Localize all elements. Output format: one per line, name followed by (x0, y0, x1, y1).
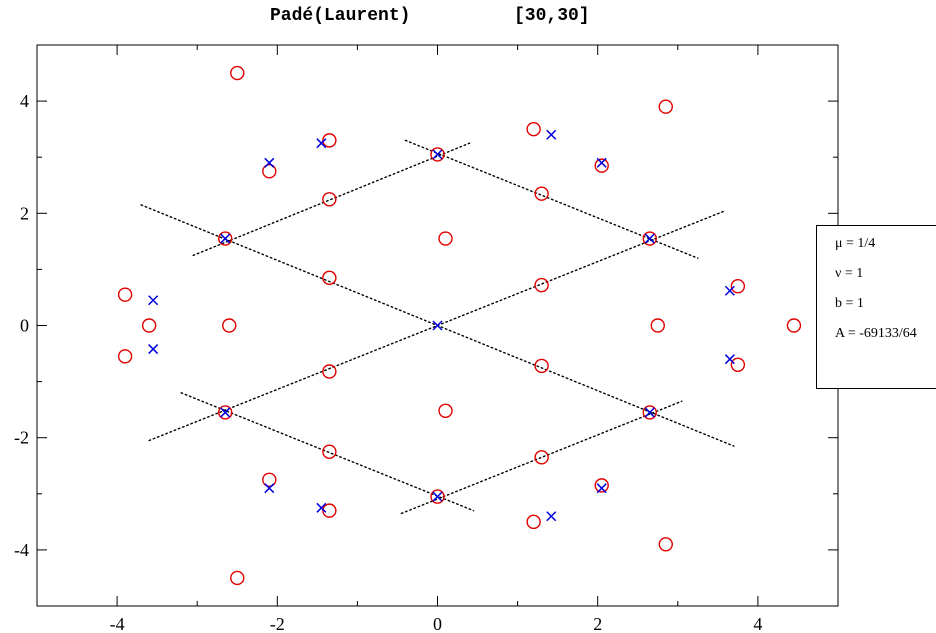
zero-marker-circle (730, 279, 746, 294)
y-tick-label: -4 (14, 540, 29, 560)
zero-marker-circle (322, 133, 337, 148)
zero-marker-circle (322, 444, 337, 459)
legend-entry-b: b = 1 (835, 296, 864, 311)
dotted-line (192, 142, 471, 257)
zero-marker-circle (430, 147, 445, 162)
pole-marker-cross (316, 502, 327, 513)
pole-marker-cross (596, 157, 607, 168)
zero-marker-circle (322, 503, 337, 518)
x-tick-label: 2 (593, 614, 602, 633)
pole-marker-cross (432, 491, 443, 502)
pole-marker-cross (148, 295, 159, 306)
zero-marker-circle (534, 277, 549, 293)
dotted-line (400, 400, 683, 515)
zero-marker-circle (322, 270, 337, 286)
pole-marker-cross (596, 483, 607, 494)
pole-marker-cross (220, 233, 231, 244)
y-tick-label: 4 (20, 91, 29, 111)
zero-marker-circle (322, 192, 337, 207)
legend: μ = 1/4 ν = 1 b = 1 A = -69133/64 (816, 225, 936, 389)
zero-marker-circle (322, 364, 337, 379)
zero-marker-circle (642, 405, 657, 420)
pole-marker-cross (724, 285, 735, 296)
dotted-line (404, 139, 699, 259)
zero-marker-circle (438, 231, 453, 246)
zero-marker-circle (117, 287, 133, 302)
zero-marker-circle (642, 231, 657, 246)
zero-marker-circle (222, 318, 237, 333)
zero-marker-circle (230, 65, 245, 81)
zero-marker-circle (658, 537, 673, 552)
legend-entry-mu: μ = 1/4 (835, 236, 876, 251)
zero-marker-circle (526, 121, 541, 137)
legend-entry-a: A = -69133/64 (835, 326, 917, 341)
pole-marker-cross (432, 149, 443, 160)
zero-marker-circle (218, 231, 233, 246)
zero-marker-circle (117, 349, 133, 364)
zero-marker-circle (658, 99, 673, 114)
zero-marker-circle (262, 472, 277, 487)
x-tick-label: -2 (270, 614, 285, 633)
x-tick-label: -4 (110, 614, 125, 633)
pole-marker-cross (432, 320, 443, 331)
y-tick-label: 0 (20, 316, 29, 336)
zero-marker-circle (534, 450, 549, 465)
x-tick-label: 0 (433, 614, 442, 633)
pole-marker-cross (644, 407, 655, 418)
chart-title: Padé(Laurent) (270, 6, 411, 26)
pole-marker-cross (264, 157, 275, 168)
zero-marker-circle (594, 478, 609, 493)
zero-marker-circle (526, 514, 541, 530)
chart-title-suffix: [30,30] (514, 6, 590, 26)
y-tick-label: 2 (20, 203, 29, 223)
pole-marker-cross (316, 138, 327, 149)
pole-marker-cross (264, 483, 275, 494)
zero-marker-circle (218, 405, 233, 420)
pole-marker-cross (724, 354, 735, 365)
dotted-line (180, 392, 475, 512)
pole-marker-cross (546, 129, 557, 140)
x-tick-label: 4 (753, 614, 762, 633)
zero-marker-circle (534, 358, 549, 374)
pole-marker-cross (148, 344, 159, 355)
pole-marker-cross (644, 233, 655, 244)
zero-marker-circle (230, 570, 245, 586)
zero-marker-circle (730, 357, 746, 372)
zero-marker-circle (534, 186, 549, 201)
zero-marker-circle (438, 403, 453, 418)
zero-marker-circle (141, 318, 157, 333)
zero-marker-circle (650, 318, 665, 333)
zero-marker-circle (786, 318, 802, 333)
zero-marker-circle (262, 164, 277, 179)
zero-marker-circle (594, 158, 609, 173)
zero-marker-circle (430, 489, 445, 504)
legend-entry-nu: ν = 1 (835, 266, 864, 281)
y-tick-label: -2 (14, 428, 29, 448)
pole-marker-cross (220, 407, 231, 418)
pole-marker-cross (546, 511, 557, 522)
